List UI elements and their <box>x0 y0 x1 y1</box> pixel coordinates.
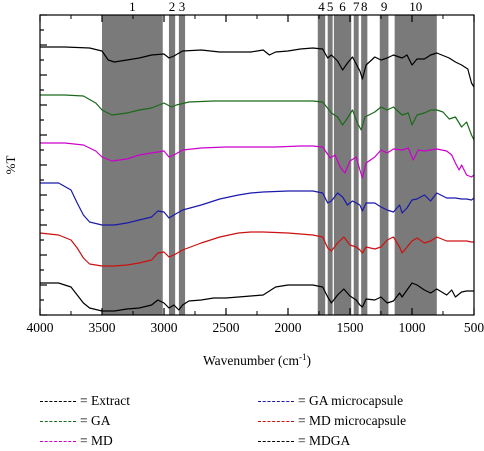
legend-item-mdga: = MDGA <box>258 431 350 451</box>
x-tick-label: 3000 <box>151 320 178 335</box>
band-label-2: 2 <box>169 0 176 14</box>
series-layer <box>39 46 475 312</box>
band-label-1: 1 <box>129 0 136 14</box>
series-line-ga <box>40 94 475 141</box>
band-8 <box>361 15 368 315</box>
legend-item-md: = MD <box>40 431 113 451</box>
legend-label: GA <box>91 413 111 428</box>
legend-label: MD microcapsule <box>309 413 407 428</box>
series-line-md <box>40 142 475 179</box>
series-line-extract <box>40 46 475 88</box>
legend-label: MDGA <box>309 433 351 448</box>
band-9 <box>379 15 389 315</box>
x-tick-label: 2000 <box>275 320 302 335</box>
band-2 <box>168 15 176 315</box>
legend-swatch <box>40 440 76 442</box>
legend-equals: = <box>80 413 91 428</box>
x-axis-label-close: ) <box>307 353 312 368</box>
series-line-mdga <box>40 282 474 312</box>
band-layer <box>102 15 437 315</box>
band-6 <box>333 15 352 315</box>
x-axis-label-main: Wavenumber (cm <box>203 353 299 368</box>
band-label-8: 8 <box>361 0 368 14</box>
band-label-6: 6 <box>339 0 346 14</box>
legend-label: GA microcapsule <box>309 393 404 408</box>
band-label-3: 3 <box>179 0 186 14</box>
legend-item-extract: = Extract <box>40 391 130 411</box>
x-tick-label: 4000 <box>27 320 54 335</box>
legend-equals: = <box>298 393 309 408</box>
band-label-4: 4 <box>318 0 325 14</box>
x-axis-label: Wavenumber (cm-1) <box>203 352 311 368</box>
x-tick-label: 1500 <box>337 320 364 335</box>
legend-swatch <box>40 420 76 422</box>
series-line-md-microcapsule <box>39 231 474 267</box>
legend-equals: = <box>80 433 91 448</box>
legend-swatch <box>258 440 294 442</box>
legend-item-md-microcapsule: = MD microcapsule <box>258 411 406 431</box>
legend-swatch <box>258 420 294 422</box>
legend-equals: = <box>298 433 309 448</box>
band-label-9: 9 <box>381 0 388 14</box>
band-label-7: 7 <box>353 0 360 14</box>
y-axis-label: %T <box>3 156 18 175</box>
legend-swatch <box>258 400 294 402</box>
band-7 <box>353 15 359 315</box>
legend-label: Extract <box>91 393 130 408</box>
x-axis-label-sup: -1 <box>299 352 307 362</box>
band-label-10: 10 <box>409 0 422 14</box>
band-3 <box>178 15 186 315</box>
legend-item-ga-microcapsule: = GA microcapsule <box>258 391 403 411</box>
band-label-layer: 1 2 3 4 5 6 7 8 9 10 <box>129 0 422 14</box>
band-label-5: 5 <box>327 0 334 14</box>
band-10 <box>394 15 437 315</box>
x-tick-label: 500 <box>464 320 484 335</box>
legend-swatch <box>40 400 76 402</box>
x-tick-label: 3500 <box>89 320 116 335</box>
band-5 <box>327 15 333 315</box>
legend-equals: = <box>80 393 91 408</box>
legend-equals: = <box>298 413 309 428</box>
x-tick-label: 2500 <box>213 320 240 335</box>
tick-layer: 4000 3500 3000 2500 2000 1500 1000 500 <box>27 14 484 335</box>
legend: = Extract = GA = MD = GA microcapsule = MD m… <box>0 388 484 451</box>
band-1 <box>102 15 163 315</box>
band-4 <box>317 15 326 315</box>
legend-label: MD <box>91 433 113 448</box>
x-tick-label: 1000 <box>399 320 426 335</box>
legend-item-ga: = GA <box>40 411 111 431</box>
series-line-ga-microcapsule <box>40 182 475 226</box>
